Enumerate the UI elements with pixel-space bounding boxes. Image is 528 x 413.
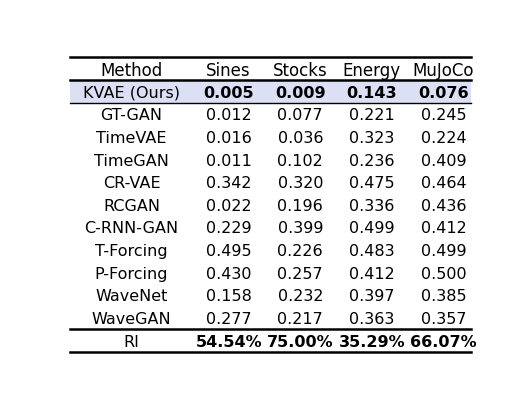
Text: 0.320: 0.320 — [278, 176, 323, 191]
Text: 0.217: 0.217 — [277, 311, 323, 326]
Text: 0.483: 0.483 — [349, 244, 395, 259]
Text: TimeVAE: TimeVAE — [96, 131, 167, 146]
Text: C-RNN-GAN: C-RNN-GAN — [84, 221, 178, 236]
Text: Sines: Sines — [206, 62, 251, 79]
Text: Method: Method — [100, 62, 163, 79]
Text: 75.00%: 75.00% — [267, 334, 334, 349]
Text: 0.076: 0.076 — [418, 85, 469, 100]
Text: 66.07%: 66.07% — [410, 334, 477, 349]
Text: CR-VAE: CR-VAE — [102, 176, 161, 191]
Text: 0.016: 0.016 — [206, 131, 251, 146]
Text: 0.022: 0.022 — [206, 198, 251, 214]
Text: 0.342: 0.342 — [206, 176, 251, 191]
Text: 35.29%: 35.29% — [338, 334, 405, 349]
Text: 0.102: 0.102 — [277, 153, 323, 168]
Text: Energy: Energy — [343, 62, 401, 79]
Text: 0.005: 0.005 — [203, 85, 254, 100]
Text: 0.357: 0.357 — [421, 311, 466, 326]
Text: 0.436: 0.436 — [421, 198, 466, 214]
Text: P-Forcing: P-Forcing — [95, 266, 168, 281]
Bar — [70, 82, 471, 104]
Text: 0.036: 0.036 — [278, 131, 323, 146]
Text: T-Forcing: T-Forcing — [95, 244, 168, 259]
Text: 0.323: 0.323 — [349, 131, 394, 146]
Text: 0.363: 0.363 — [349, 311, 394, 326]
Text: 0.196: 0.196 — [277, 198, 323, 214]
Text: 0.077: 0.077 — [277, 108, 323, 123]
Text: 0.229: 0.229 — [206, 221, 251, 236]
Text: 0.495: 0.495 — [206, 244, 251, 259]
Text: 54.54%: 54.54% — [195, 334, 262, 349]
Text: 0.277: 0.277 — [206, 311, 251, 326]
Text: 0.236: 0.236 — [349, 153, 394, 168]
Text: 0.224: 0.224 — [421, 131, 466, 146]
Text: 0.385: 0.385 — [421, 289, 466, 304]
Text: RI: RI — [124, 334, 139, 349]
Text: 0.412: 0.412 — [421, 221, 466, 236]
Text: 0.009: 0.009 — [275, 85, 326, 100]
Text: 0.012: 0.012 — [206, 108, 251, 123]
Text: 0.412: 0.412 — [349, 266, 395, 281]
Text: 0.500: 0.500 — [421, 266, 466, 281]
Text: 0.430: 0.430 — [206, 266, 251, 281]
Text: 0.226: 0.226 — [277, 244, 323, 259]
Text: GT-GAN: GT-GAN — [100, 108, 163, 123]
Text: WaveNet: WaveNet — [95, 289, 168, 304]
Text: MuJoCo: MuJoCo — [413, 62, 474, 79]
Text: 0.336: 0.336 — [349, 198, 394, 214]
Text: WaveGAN: WaveGAN — [92, 311, 171, 326]
Text: 0.464: 0.464 — [421, 176, 466, 191]
Text: KVAE (Ours): KVAE (Ours) — [83, 85, 180, 100]
Text: 0.232: 0.232 — [278, 289, 323, 304]
Text: TimeGAN: TimeGAN — [94, 153, 169, 168]
Text: 0.257: 0.257 — [277, 266, 323, 281]
Text: 0.011: 0.011 — [206, 153, 252, 168]
Text: 0.245: 0.245 — [421, 108, 466, 123]
Text: 0.475: 0.475 — [349, 176, 395, 191]
Text: 0.499: 0.499 — [421, 244, 466, 259]
Text: 0.399: 0.399 — [278, 221, 323, 236]
Text: 0.158: 0.158 — [206, 289, 252, 304]
Text: 0.409: 0.409 — [421, 153, 466, 168]
Text: 0.499: 0.499 — [349, 221, 395, 236]
Text: Stocks: Stocks — [273, 62, 328, 79]
Text: 0.397: 0.397 — [349, 289, 394, 304]
Text: 0.143: 0.143 — [346, 85, 397, 100]
Text: 0.221: 0.221 — [349, 108, 395, 123]
Text: RCGAN: RCGAN — [103, 198, 160, 214]
